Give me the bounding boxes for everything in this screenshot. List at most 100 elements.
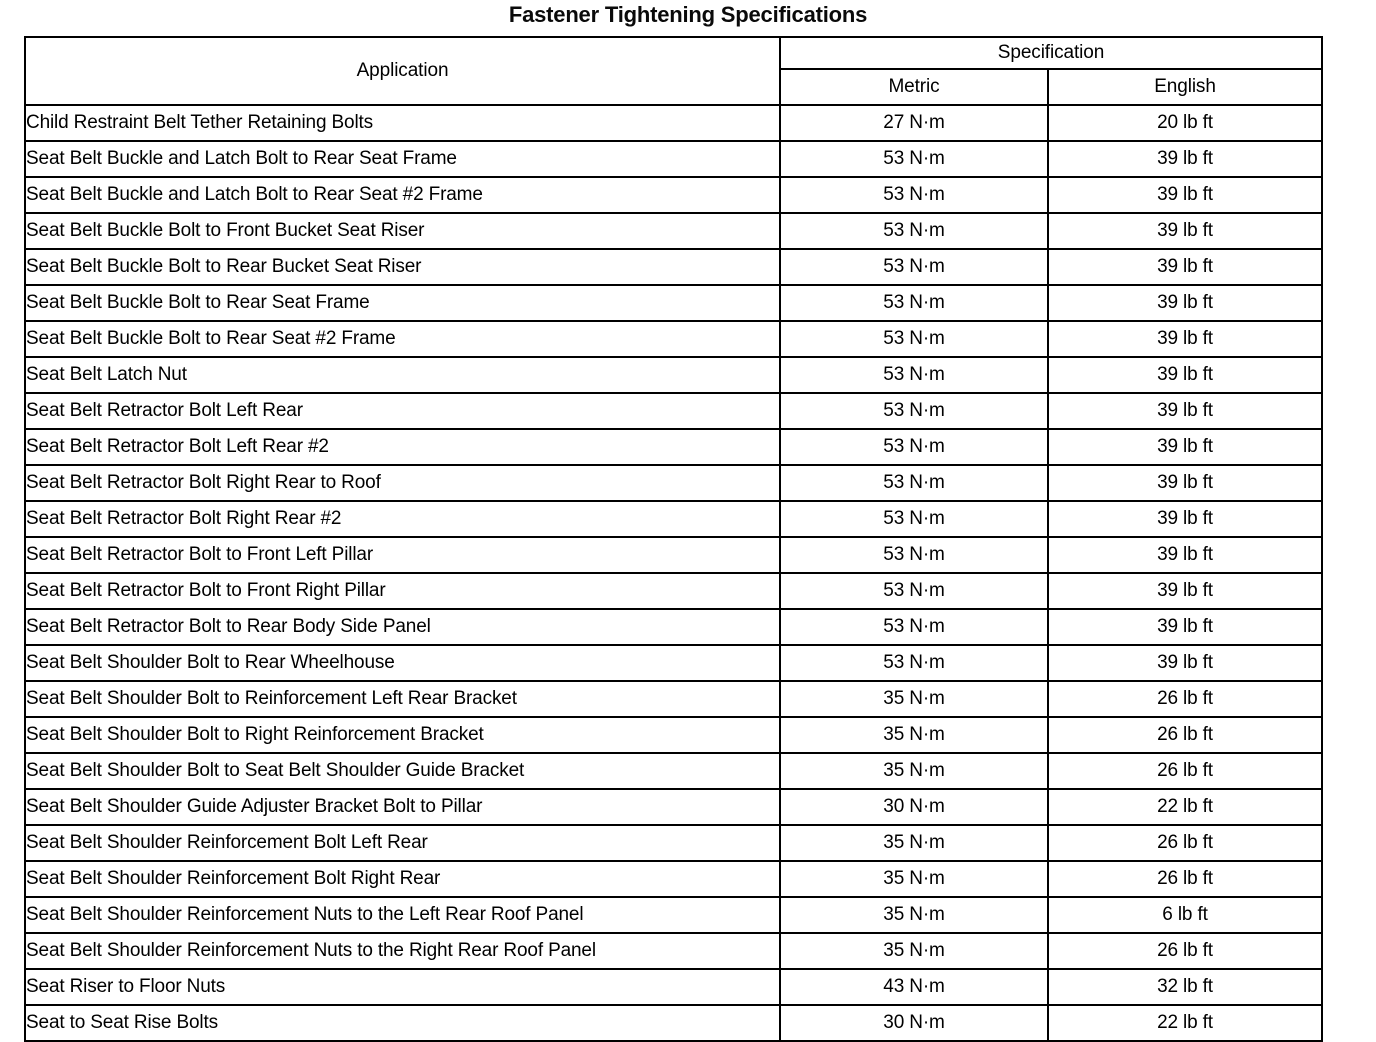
cell-metric: 30 N·m <box>779 788 1049 826</box>
cell-metric: 53 N·m <box>779 392 1049 430</box>
cell-metric: 53 N·m <box>779 608 1049 646</box>
table-body: Child Restraint Belt Tether Retaining Bo… <box>24 104 1323 1042</box>
column-header-english: English <box>1047 68 1323 106</box>
cell-metric: 53 N·m <box>779 176 1049 214</box>
table-row: Seat Belt Buckle Bolt to Rear Seat Frame… <box>24 284 1323 322</box>
cell-application: Seat Belt Latch Nut <box>24 356 781 394</box>
cell-english: 39 lb ft <box>1047 536 1323 574</box>
cell-metric: 35 N·m <box>779 752 1049 790</box>
cell-english: 39 lb ft <box>1047 608 1323 646</box>
table-row: Seat Belt Shoulder Bolt to Seat Belt Sho… <box>24 752 1323 790</box>
table-row: Seat Belt Retractor Bolt to Front Right … <box>24 572 1323 610</box>
table-row: Seat Belt Shoulder Reinforcement Nuts to… <box>24 932 1323 970</box>
cell-application: Seat Belt Retractor Bolt to Rear Body Si… <box>24 608 781 646</box>
cell-metric: 35 N·m <box>779 716 1049 754</box>
cell-english: 39 lb ft <box>1047 572 1323 610</box>
table-row: Seat to Seat Rise Bolts 30 N·m 22 lb ft <box>24 1004 1323 1042</box>
cell-application: Seat Belt Shoulder Reinforcement Nuts to… <box>24 932 781 970</box>
table-row: Seat Belt Retractor Bolt to Front Left P… <box>24 536 1323 574</box>
cell-english: 26 lb ft <box>1047 752 1323 790</box>
cell-application: Seat Belt Buckle Bolt to Rear Seat Frame <box>24 284 781 322</box>
cell-metric: 53 N·m <box>779 644 1049 682</box>
cell-application: Child Restraint Belt Tether Retaining Bo… <box>24 104 781 142</box>
cell-metric: 53 N·m <box>779 572 1049 610</box>
cell-application: Seat Belt Shoulder Reinforcement Nuts to… <box>24 896 781 934</box>
header-row-sub: Metric English <box>25 68 1323 106</box>
cell-english: 39 lb ft <box>1047 248 1323 286</box>
cell-application: Seat Belt Buckle Bolt to Front Bucket Se… <box>24 212 781 250</box>
cell-application: Seat Belt Buckle Bolt to Rear Seat #2 Fr… <box>24 320 781 358</box>
fastener-tightening-specifications-table: Application Specification Metric English… <box>24 36 1323 1042</box>
cell-application: Seat Belt Retractor Bolt to Front Right … <box>24 572 781 610</box>
cell-english: 39 lb ft <box>1047 356 1323 394</box>
header-row-top: Application Specification <box>24 36 1323 106</box>
cell-application: Seat Belt Retractor Bolt Left Rear <box>24 392 781 430</box>
column-header-specification: Specification <box>779 36 1323 70</box>
table-row: Seat Riser to Floor Nuts 43 N·m 32 lb ft <box>24 968 1323 1006</box>
cell-metric: 35 N·m <box>779 932 1049 970</box>
cell-metric: 53 N·m <box>779 428 1049 466</box>
cell-english: 32 lb ft <box>1047 968 1323 1006</box>
table-row: Seat Belt Shoulder Bolt to Rear Wheelhou… <box>24 644 1323 682</box>
page-title: Fastener Tightening Specifications <box>508 2 868 27</box>
cell-application: Seat Riser to Floor Nuts <box>24 968 781 1006</box>
cell-english: 39 lb ft <box>1047 644 1323 682</box>
cell-metric: 27 N·m <box>779 104 1049 142</box>
table-row: Seat Belt Shoulder Reinforcement Bolt Le… <box>24 824 1323 862</box>
table-row: Seat Belt Retractor Bolt Left Rear 53 N·m… <box>24 392 1323 430</box>
cell-metric: 53 N·m <box>779 140 1049 178</box>
cell-english: 39 lb ft <box>1047 428 1323 466</box>
cell-application: Seat Belt Shoulder Reinforcement Bolt Ri… <box>24 860 781 898</box>
table-row: Seat Belt Shoulder Reinforcement Bolt Ri… <box>24 860 1323 898</box>
table-row: Seat Belt Retractor Bolt Right Rear #2 53… <box>24 500 1323 538</box>
cell-english: 22 lb ft <box>1047 1004 1323 1042</box>
table-row: Seat Belt Buckle Bolt to Rear Bucket Sea… <box>24 248 1323 286</box>
spec-table-container: Application Specification Metric English… <box>24 36 1323 1042</box>
cell-application: Seat Belt Retractor Bolt Right Rear #2 <box>24 500 781 538</box>
cell-english: 26 lb ft <box>1047 680 1323 718</box>
cell-application: Seat Belt Shoulder Guide Adjuster Bracke… <box>24 788 781 826</box>
cell-english: 6 lb ft <box>1047 896 1323 934</box>
cell-english: 39 lb ft <box>1047 500 1323 538</box>
cell-english: 39 lb ft <box>1047 320 1323 358</box>
cell-english: 26 lb ft <box>1047 860 1323 898</box>
column-header-metric: Metric <box>779 68 1049 106</box>
cell-application: Seat Belt Shoulder Bolt to Right Reinfor… <box>24 716 781 754</box>
table-row: Seat Belt Shoulder Reinforcement Nuts to… <box>24 896 1323 934</box>
cell-metric: 43 N·m <box>779 968 1049 1006</box>
table-row: Seat Belt Buckle and Latch Bolt to Rear … <box>24 176 1323 214</box>
cell-metric: 53 N·m <box>779 284 1049 322</box>
column-header-application: Application <box>24 36 781 106</box>
cell-english: 39 lb ft <box>1047 392 1323 430</box>
cell-metric: 53 N·m <box>779 320 1049 358</box>
table-row: Child Restraint Belt Tether Retaining Bo… <box>24 104 1323 142</box>
cell-application: Seat Belt Shoulder Reinforcement Bolt Le… <box>24 824 781 862</box>
cell-english: 39 lb ft <box>1047 140 1323 178</box>
cell-english: 39 lb ft <box>1047 464 1323 502</box>
cell-metric: 35 N·m <box>779 680 1049 718</box>
cell-application: Seat Belt Shoulder Bolt to Rear Wheelhou… <box>24 644 781 682</box>
cell-english: 20 lb ft <box>1047 104 1323 142</box>
cell-application: Seat Belt Shoulder Bolt to Seat Belt Sho… <box>24 752 781 790</box>
cell-english: 26 lb ft <box>1047 824 1323 862</box>
table-row: Seat Belt Shoulder Bolt to Reinforcement… <box>24 680 1323 718</box>
cell-english: 26 lb ft <box>1047 716 1323 754</box>
cell-english: 39 lb ft <box>1047 212 1323 250</box>
cell-application: Seat to Seat Rise Bolts <box>24 1004 781 1042</box>
cell-metric: 35 N·m <box>779 824 1049 862</box>
cell-application: Seat Belt Retractor Bolt Right Rear to R… <box>24 464 781 502</box>
table-row: Seat Belt Retractor Bolt Right Rear to R… <box>24 464 1323 502</box>
table-row: Seat Belt Shoulder Guide Adjuster Bracke… <box>24 788 1323 826</box>
cell-metric: 35 N·m <box>779 860 1049 898</box>
cell-metric: 30 N·m <box>779 1004 1049 1042</box>
table-row: Seat Belt Shoulder Bolt to Right Reinfor… <box>24 716 1323 754</box>
table-row: Seat Belt Buckle Bolt to Front Bucket Se… <box>24 212 1323 250</box>
cell-metric: 53 N·m <box>779 464 1049 502</box>
cell-application: Seat Belt Buckle and Latch Bolt to Rear … <box>24 140 781 178</box>
cell-english: 39 lb ft <box>1047 176 1323 214</box>
cell-english: 39 lb ft <box>1047 284 1323 322</box>
cell-application: Seat Belt Retractor Bolt to Front Left P… <box>24 536 781 574</box>
cell-metric: 35 N·m <box>779 896 1049 934</box>
cell-application: Seat Belt Shoulder Bolt to Reinforcement… <box>24 680 781 718</box>
cell-metric: 53 N·m <box>779 248 1049 286</box>
